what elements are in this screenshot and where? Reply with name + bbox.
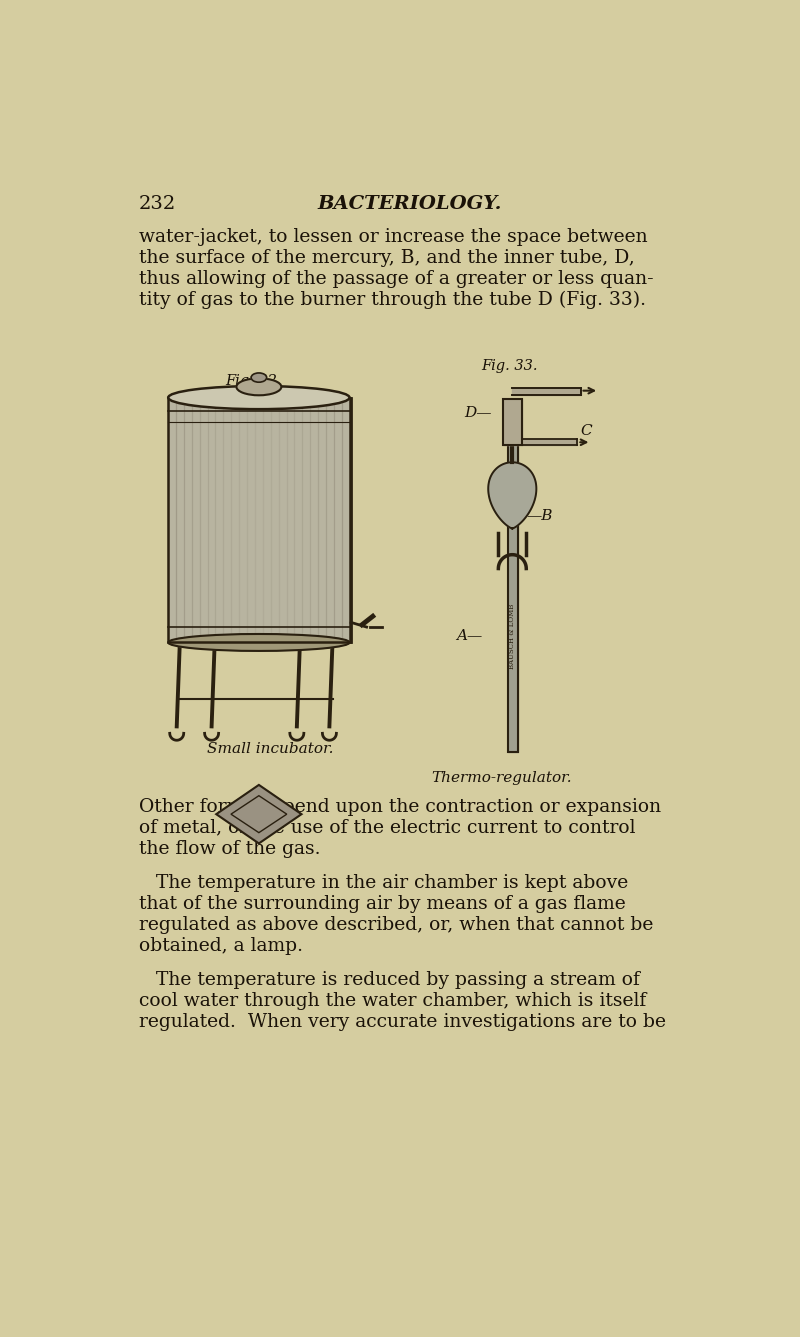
- Text: Fig. 33.: Fig. 33.: [482, 360, 538, 373]
- Text: Other forms depend upon the contraction or expansion: Other forms depend upon the contraction …: [138, 798, 661, 816]
- Text: regulated as above described, or, when that cannot be: regulated as above described, or, when t…: [138, 916, 653, 933]
- Ellipse shape: [251, 373, 266, 382]
- Text: the flow of the gas.: the flow of the gas.: [138, 840, 320, 857]
- Text: thus allowing of the passage of a greater or less quan-: thus allowing of the passage of a greate…: [138, 270, 654, 287]
- Text: tity of gas to the burner through the tube D (Fig. 33).: tity of gas to the burner through the tu…: [138, 290, 646, 309]
- Text: BACTERIOLOGY.: BACTERIOLOGY.: [318, 195, 502, 213]
- Text: Fig. 32.: Fig. 32.: [226, 374, 282, 389]
- Text: A—: A—: [457, 630, 482, 643]
- Bar: [512, 388, 581, 394]
- Text: of metal, or the use of the electric current to control: of metal, or the use of the electric cur…: [138, 818, 635, 837]
- Text: D—: D—: [464, 406, 491, 420]
- Bar: [503, 400, 522, 445]
- Text: —B: —B: [526, 509, 553, 523]
- Text: obtained, a lamp.: obtained, a lamp.: [138, 937, 302, 955]
- Bar: [522, 439, 578, 445]
- Polygon shape: [216, 785, 302, 844]
- Bar: [503, 400, 522, 445]
- Text: cool water through the water chamber, which is itself: cool water through the water chamber, wh…: [138, 992, 646, 1009]
- Polygon shape: [488, 463, 536, 528]
- Text: C: C: [581, 424, 592, 439]
- Text: water-jacket, to lessen or increase the space between: water-jacket, to lessen or increase the …: [138, 229, 647, 246]
- Text: Thermo-regulator.: Thermo-regulator.: [432, 771, 572, 785]
- Text: regulated.  When very accurate investigations are to be: regulated. When very accurate investigat…: [138, 1013, 666, 1031]
- Bar: [508, 413, 518, 751]
- Bar: [168, 397, 350, 643]
- Text: The temperature is reduced by passing a stream of: The temperature is reduced by passing a …: [156, 971, 640, 989]
- Text: the surface of the mercury, B, and the inner tube, D,: the surface of the mercury, B, and the i…: [138, 249, 634, 267]
- Text: 232: 232: [138, 195, 176, 213]
- Text: The temperature in the air chamber is kept above: The temperature in the air chamber is ke…: [156, 874, 628, 892]
- Text: Small incubator.: Small incubator.: [207, 742, 334, 755]
- Ellipse shape: [168, 386, 350, 409]
- Bar: [168, 397, 350, 643]
- Ellipse shape: [237, 378, 282, 396]
- Bar: [508, 413, 518, 751]
- Text: that of the surrounding air by means of a gas flame: that of the surrounding air by means of …: [138, 894, 626, 913]
- Ellipse shape: [168, 634, 350, 651]
- Text: BAUSCH & LOMB: BAUSCH & LOMB: [508, 604, 516, 668]
